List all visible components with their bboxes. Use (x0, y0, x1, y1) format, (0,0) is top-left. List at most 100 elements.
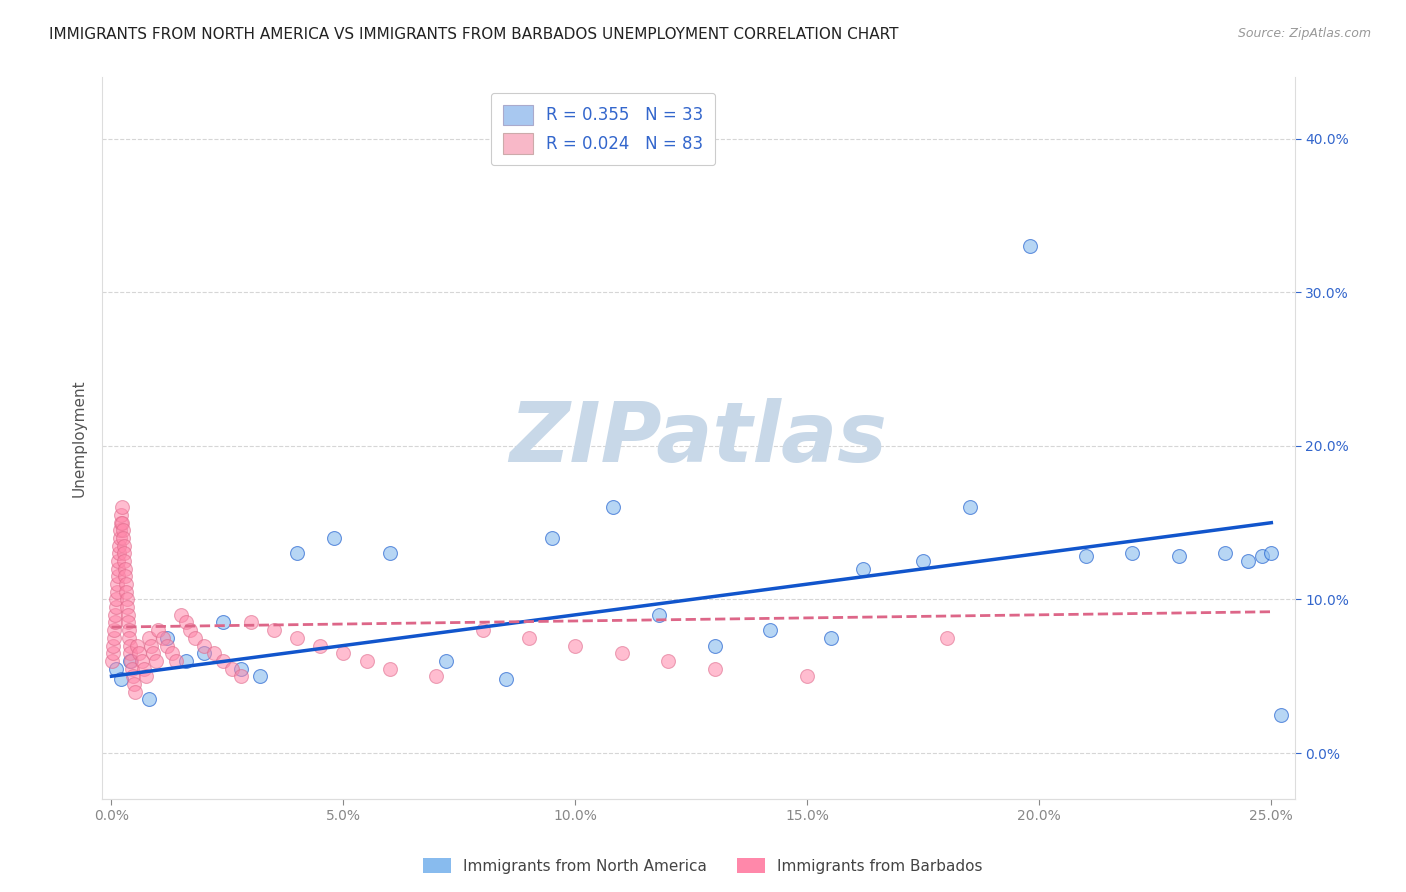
Point (657, 654, 679, 668)
Point (111, 500, 134, 515)
Point (104, 615, 127, 630)
Point (425, 669, 447, 683)
Point (820, 631, 842, 645)
Point (118, 639, 141, 653)
Point (1237, 554, 1260, 568)
Point (125, 639, 148, 653)
Point (184, 631, 207, 645)
Point (138, 692, 160, 706)
Point (1019, 239, 1042, 253)
Point (211, 615, 233, 630)
Point (104, 600, 127, 615)
Point (117, 600, 139, 615)
Point (495, 673, 517, 687)
Point (703, 639, 725, 653)
Point (211, 654, 233, 668)
Point (111, 516, 134, 530)
Point (132, 662, 155, 676)
Point (202, 646, 225, 660)
Point (139, 639, 162, 653)
Point (959, 500, 981, 515)
Point (105, 592, 128, 607)
Point (239, 615, 262, 630)
Point (703, 662, 725, 676)
Point (110, 516, 132, 530)
Point (138, 631, 160, 645)
Point (103, 623, 125, 637)
Point (935, 631, 957, 645)
Point (249, 669, 271, 683)
Y-axis label: Unemployment: Unemployment (72, 379, 86, 497)
Point (107, 562, 129, 576)
Point (759, 623, 782, 637)
Point (610, 646, 633, 660)
Point (110, 524, 132, 538)
Point (124, 684, 146, 698)
Point (193, 646, 215, 660)
Point (108, 546, 131, 560)
Point (118, 646, 141, 660)
Point (108, 539, 131, 553)
Text: ZIPatlas: ZIPatlas (509, 398, 887, 479)
Point (174, 654, 197, 668)
Point (128, 646, 150, 660)
Point (118, 654, 141, 668)
Point (170, 607, 193, 622)
Point (602, 500, 624, 515)
Point (1260, 546, 1282, 560)
Point (1270, 707, 1292, 722)
Point (231, 662, 253, 676)
Point (112, 531, 135, 545)
Point (117, 615, 139, 630)
Point (114, 562, 136, 576)
Point (309, 639, 332, 653)
Point (378, 546, 401, 560)
Point (179, 623, 201, 637)
Point (152, 631, 174, 645)
Point (110, 673, 132, 687)
Point (285, 546, 308, 560)
Point (263, 623, 285, 637)
Point (105, 577, 128, 591)
Point (221, 662, 243, 676)
Point (117, 607, 139, 622)
Point (105, 662, 128, 676)
Point (146, 623, 169, 637)
Point (114, 569, 136, 583)
Point (517, 631, 540, 645)
Point (356, 654, 378, 668)
Point (174, 615, 197, 630)
Point (131, 654, 153, 668)
Point (120, 654, 142, 668)
Point (378, 662, 401, 676)
Point (648, 607, 671, 622)
Point (1167, 549, 1189, 564)
Legend: R = 0.355   N = 33, R = 0.024   N = 83: R = 0.355 N = 33, R = 0.024 N = 83 (491, 93, 714, 165)
Point (1213, 546, 1236, 560)
Point (1074, 549, 1097, 564)
Point (135, 669, 157, 683)
Point (160, 646, 183, 660)
Point (118, 631, 141, 645)
Point (285, 631, 308, 645)
Point (121, 662, 143, 676)
Point (115, 592, 138, 607)
Point (1121, 546, 1143, 560)
Point (110, 508, 132, 522)
Point (121, 669, 143, 683)
Point (796, 669, 818, 683)
Point (111, 524, 134, 538)
Point (852, 562, 875, 576)
Point (434, 654, 457, 668)
Point (471, 623, 494, 637)
Point (541, 531, 564, 545)
Point (103, 631, 125, 645)
Point (103, 639, 125, 653)
Point (112, 539, 135, 553)
Point (912, 554, 935, 568)
Point (115, 584, 138, 599)
Point (101, 654, 124, 668)
Point (323, 531, 346, 545)
Point (115, 577, 138, 591)
Point (156, 631, 179, 645)
